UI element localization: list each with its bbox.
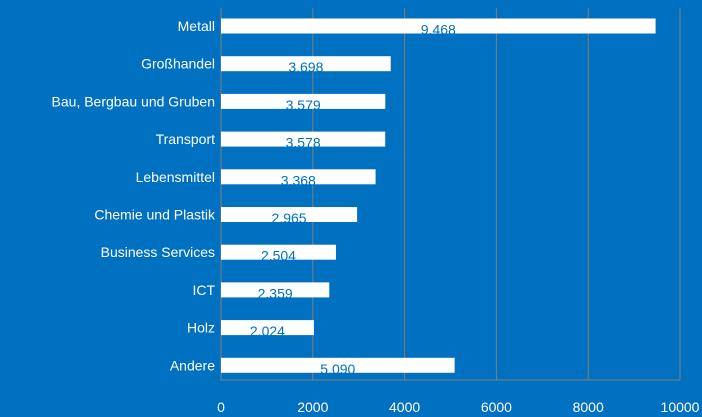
data-label: 2.024 <box>250 323 285 339</box>
bar <box>221 131 386 147</box>
x-tick-label: 2000 <box>297 399 328 415</box>
category-label: Business Services <box>101 244 215 260</box>
category-label: Holz <box>187 320 215 336</box>
axes: 0 2000 4000 6000 8000 10000 Metall Großhandel Ba… <box>52 18 700 415</box>
bar <box>221 93 386 109</box>
category-label: Großhandel <box>141 56 215 72</box>
data-label: 9.468 <box>421 22 456 38</box>
category-label: Chemie und Plastik <box>94 207 216 223</box>
data-label: 3.578 <box>286 135 321 151</box>
bar <box>221 169 376 185</box>
category-label: Transport <box>156 131 216 147</box>
data-label: 3.579 <box>286 97 321 113</box>
data-label: 2.504 <box>261 248 296 264</box>
data-label: 3.698 <box>288 59 323 75</box>
category-label: Lebensmittel <box>136 169 215 185</box>
category-label: Andere <box>170 357 215 373</box>
x-tick-label: 4000 <box>389 399 420 415</box>
data-label: 3.368 <box>281 172 316 188</box>
category-label: ICT <box>192 282 215 298</box>
bars: 9.468 3.698 3.579 3.578 3.368 2.965 2.504 2.359… <box>221 18 656 377</box>
bar <box>221 56 391 72</box>
data-label: 5.090 <box>320 361 355 377</box>
bar <box>221 282 330 298</box>
bar <box>221 207 358 222</box>
x-tick-label: 10000 <box>661 399 700 415</box>
x-tick-label: 0 <box>217 399 225 415</box>
bar <box>221 244 336 260</box>
x-tick-label: 6000 <box>481 399 512 415</box>
category-label: Bau, Bergbau und Gruben <box>52 93 215 109</box>
bar <box>221 320 314 336</box>
data-label: 2.965 <box>272 210 307 226</box>
bar <box>221 18 656 34</box>
x-tick-label: 8000 <box>573 399 604 415</box>
bar <box>221 357 455 373</box>
category-label: Metall <box>178 18 215 34</box>
data-label: 2.359 <box>258 285 293 301</box>
